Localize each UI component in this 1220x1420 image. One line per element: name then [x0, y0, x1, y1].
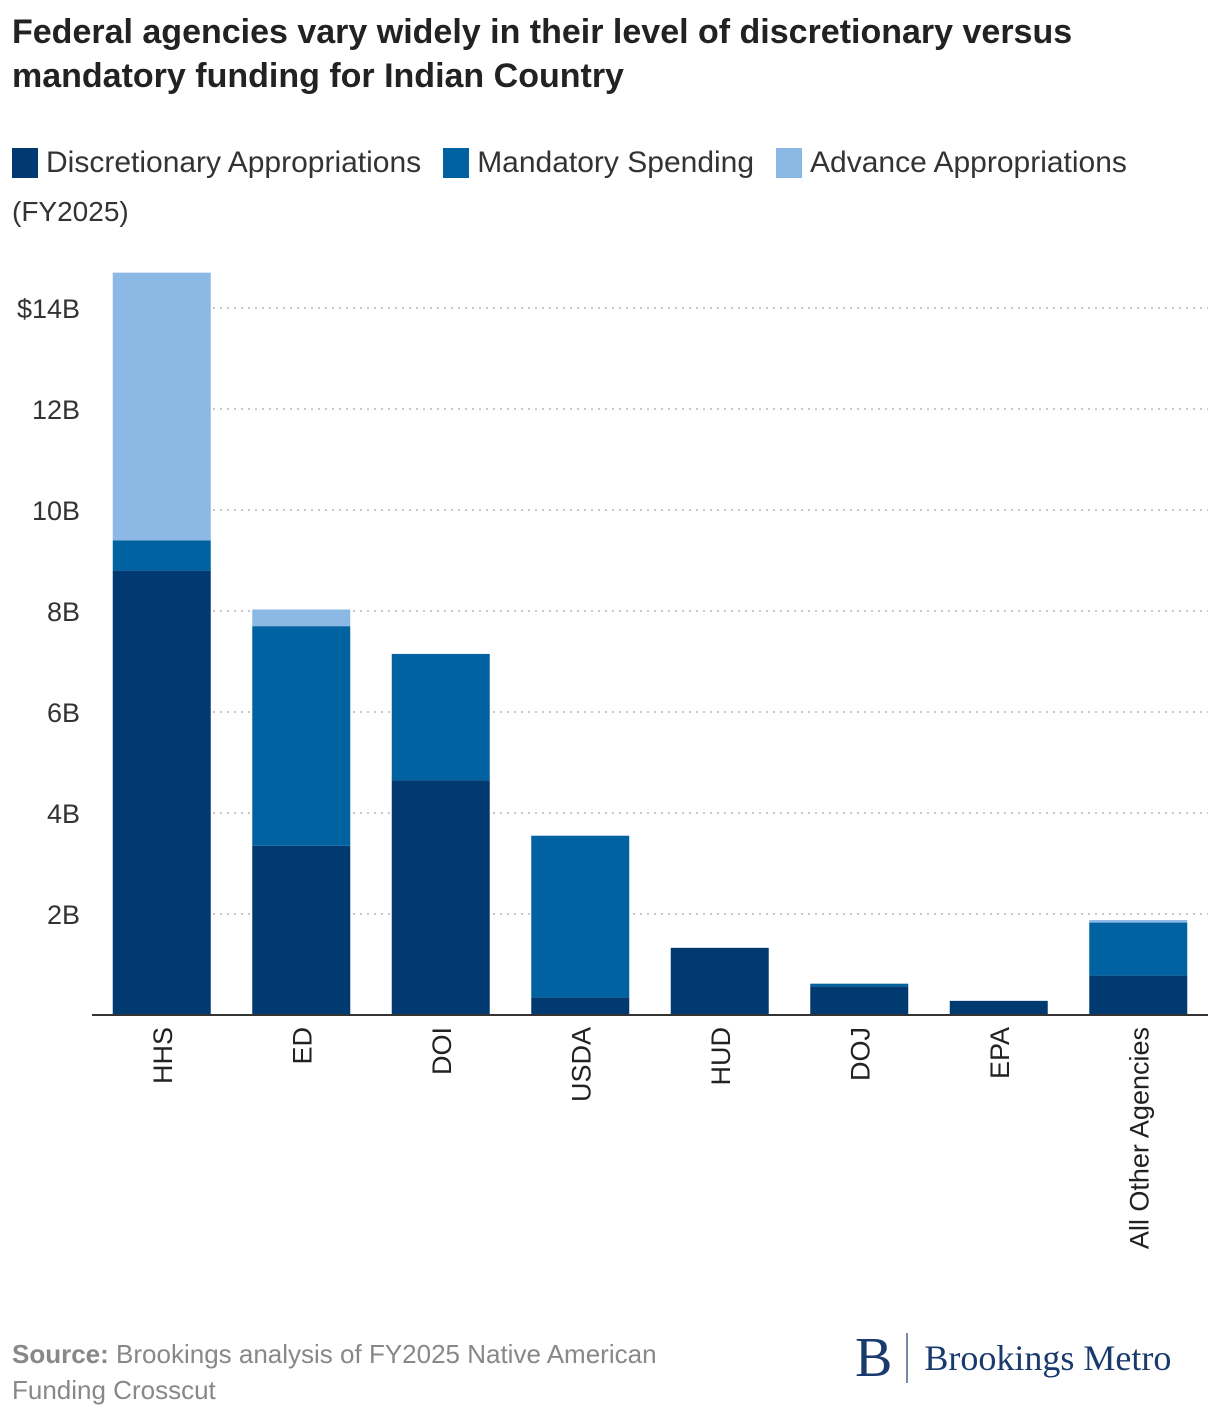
- y-tick-label: 2B: [47, 900, 80, 930]
- source-label: Source:: [12, 1339, 109, 1369]
- legend-item-advance: Advance Appropriations: [776, 146, 1127, 180]
- brookings-metro-logo: B Brookings Metro: [855, 1330, 1171, 1386]
- legend-swatch-mandatory: [443, 148, 470, 178]
- legend-label-discretionary: Discretionary Appropriations: [46, 146, 422, 179]
- legend-item-mandatory: Mandatory Spending: [443, 146, 754, 180]
- brookings-b-logo-icon: B: [855, 1327, 893, 1389]
- bar-segment-discretionary: [949, 1000, 1048, 1015]
- x-tick-label: USDA: [566, 1027, 596, 1102]
- source-note: Source: Brookings analysis of FY2025 Nat…: [12, 1336, 732, 1408]
- logo-divider: [906, 1333, 909, 1383]
- source-text: Brookings analysis of FY2025 Native Amer…: [12, 1339, 657, 1405]
- legend-swatch-discretionary: [12, 148, 38, 178]
- chart-title: Federal agencies vary widely in their le…: [12, 13, 1073, 95]
- x-tick-label: DOI: [427, 1027, 457, 1075]
- bar-segment-advance: [112, 272, 211, 541]
- y-tick-label: 12B: [32, 395, 80, 425]
- bar-segment-mandatory: [810, 983, 909, 987]
- bar-segment-mandatory: [112, 540, 211, 571]
- bar-segment-discretionary: [531, 997, 630, 1015]
- bar-segment-mandatory: [252, 626, 351, 846]
- legend-label-advance: Advance Appropriations: [810, 146, 1127, 179]
- y-tick-label: 10B: [32, 496, 80, 526]
- legend-item-discretionary: Discretionary Appropriations: [12, 146, 421, 180]
- y-tick-label: 6B: [47, 698, 80, 728]
- logo-wordmark: Brookings Metro: [924, 1338, 1172, 1378]
- x-tick-label: DOJ: [845, 1027, 875, 1081]
- chart-legend: Discretionary Appropriations Mandatory S…: [12, 146, 1212, 180]
- bar-segment-advance: [252, 609, 351, 627]
- bar-segment-mandatory: [1089, 922, 1188, 976]
- bar-segment-mandatory: [531, 835, 630, 998]
- x-tick-label: HUD: [706, 1027, 736, 1086]
- bar-segment-advance: [1089, 920, 1188, 923]
- bar-segment-mandatory: [391, 653, 490, 781]
- x-tick-label: All Other Agencies: [1124, 1027, 1154, 1249]
- bar-segment-discretionary: [670, 947, 769, 1015]
- bar-segment-discretionary: [391, 780, 490, 1015]
- x-tick-label: ED: [287, 1027, 317, 1065]
- stacked-bar-chart: 2B 4B 6B 8B 10B 12B $14B HHS ED DOI USDA HUD DOJ EPA A…: [17, 272, 1208, 1249]
- legend-label-mandatory: Mandatory Spending: [477, 146, 755, 179]
- y-tick-label: 8B: [47, 597, 80, 627]
- x-tick-label: EPA: [985, 1027, 1015, 1079]
- chart-note: (FY2025): [12, 196, 129, 227]
- bar-segment-discretionary: [252, 845, 351, 1015]
- y-tick-label: $14B: [17, 294, 80, 324]
- bar-segment-discretionary: [1089, 975, 1188, 1015]
- y-tick-label: 4B: [47, 799, 80, 829]
- legend-swatch-advance: [776, 148, 803, 178]
- bar-segment-discretionary: [112, 570, 211, 1015]
- x-tick-label: HHS: [148, 1027, 178, 1084]
- bar-segment-discretionary: [810, 986, 909, 1015]
